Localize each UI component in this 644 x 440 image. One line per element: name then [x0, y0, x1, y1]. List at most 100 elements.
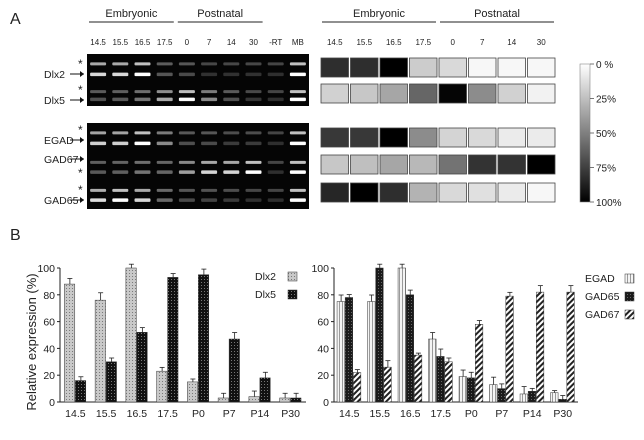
gel-band — [156, 72, 173, 77]
gel-asterisk: * — [78, 57, 83, 71]
gel-band — [112, 160, 129, 164]
gel-lane-label: 16.5 — [135, 38, 151, 47]
gel-band — [90, 72, 107, 77]
bar — [536, 291, 545, 403]
x-tick-label: P30 — [553, 408, 572, 420]
x-tick-label: 17.5 — [431, 408, 452, 420]
bar — [75, 380, 87, 403]
gel-asterisk: * — [78, 123, 83, 137]
gel-band — [178, 141, 195, 146]
gel-band — [289, 170, 306, 174]
heatmap-cell — [527, 182, 556, 203]
heatmap-column-label: 30 — [537, 38, 546, 47]
heatmap-cell — [497, 57, 526, 78]
heatmap-cell — [379, 83, 408, 104]
heatmap-group-embryonic: Embryonic — [353, 8, 405, 20]
bar — [198, 274, 210, 403]
gel-band — [223, 170, 240, 174]
legend-swatch — [287, 271, 298, 282]
gel-lane-label: 7 — [207, 38, 212, 47]
gel-arrowhead — [80, 156, 84, 162]
gel-band — [245, 188, 262, 192]
bar — [259, 377, 271, 403]
gel-band — [223, 97, 240, 102]
bar — [405, 294, 414, 403]
legend-label: Dlx2 — [255, 271, 276, 283]
gel-band — [156, 97, 173, 102]
heatmap-cell — [379, 57, 408, 78]
heatmap-cell — [527, 154, 556, 175]
gel-strip — [87, 84, 309, 106]
gel-band — [267, 90, 284, 94]
gel-band — [223, 188, 240, 192]
bar-chart-left: 0 20 40 60 80 100 14.5 15.5 16.5 17.5 P0 P7 P14 P30 Dl… — [37, 263, 306, 420]
gel-lane-label: 14 — [227, 38, 236, 47]
heatmap-cell — [468, 83, 497, 104]
gel-lane-label: 30 — [249, 38, 258, 47]
gel-strip — [87, 123, 309, 153]
heatmap-cell — [320, 154, 349, 175]
heatmap-cell — [527, 127, 556, 148]
gel-band — [134, 198, 151, 202]
gel-band — [267, 198, 284, 202]
gel-band — [178, 188, 195, 192]
gel-band — [289, 141, 306, 146]
legend-swatch — [287, 289, 298, 300]
heatmap-column-label: 14.5 — [327, 38, 343, 47]
bar — [436, 356, 445, 403]
gel-band — [267, 170, 284, 174]
gel-band — [267, 188, 284, 192]
gel-band — [223, 90, 240, 94]
bar — [414, 354, 423, 403]
gel-lane-label: 17.5 — [157, 38, 173, 47]
y-tick-label: 80 — [317, 290, 329, 302]
bar — [566, 291, 575, 403]
heatmap-cell — [438, 83, 467, 104]
gel-band — [134, 62, 151, 66]
heatmap-column-label: 15.5 — [356, 38, 372, 47]
gel-band — [90, 170, 107, 174]
heatmap-group-postnatal: Postnatal — [474, 8, 520, 20]
gel-band — [112, 62, 129, 66]
color-scale-label: 25% — [596, 95, 616, 106]
gel-band — [178, 90, 195, 94]
bar — [527, 391, 536, 403]
gel-band — [112, 198, 129, 202]
gel-arrowhead — [80, 97, 84, 103]
y-tick-label: 100 — [37, 263, 55, 275]
gel-lane-label: -RT — [269, 38, 282, 47]
gel-band — [90, 160, 107, 164]
gel-band — [201, 72, 218, 77]
gel-band — [178, 97, 195, 102]
y-tick-label: 40 — [43, 343, 55, 355]
gel-asterisk: * — [78, 183, 83, 197]
gel-band — [112, 170, 129, 174]
gel-band — [289, 97, 306, 102]
x-tick-label: P0 — [192, 408, 205, 420]
gel-lane-label: 0 — [185, 38, 190, 47]
heatmap-cell — [379, 154, 408, 175]
bar — [466, 377, 475, 403]
gel-band — [134, 141, 151, 146]
heatmap-column-label: 0 — [451, 38, 456, 47]
bar — [458, 376, 467, 403]
gel-strip — [87, 54, 309, 84]
gel-band — [90, 62, 107, 66]
panel-b-label: B — [10, 227, 21, 244]
y-tick-label: 40 — [317, 343, 329, 355]
x-tick-label: P30 — [281, 408, 300, 420]
bar — [550, 392, 559, 403]
bar — [505, 295, 514, 403]
gel-band — [223, 198, 240, 202]
bar — [428, 338, 437, 403]
bar — [475, 324, 484, 403]
heatmap-cell — [468, 127, 497, 148]
gel-band — [134, 188, 151, 192]
heatmap-cell — [350, 182, 379, 203]
heatmap-cell — [438, 57, 467, 78]
gel-band — [112, 141, 129, 146]
color-scale-label: 0 % — [596, 60, 613, 71]
heatmap-cell — [497, 127, 526, 148]
bar — [248, 396, 260, 403]
heatmap-cell — [438, 182, 467, 203]
